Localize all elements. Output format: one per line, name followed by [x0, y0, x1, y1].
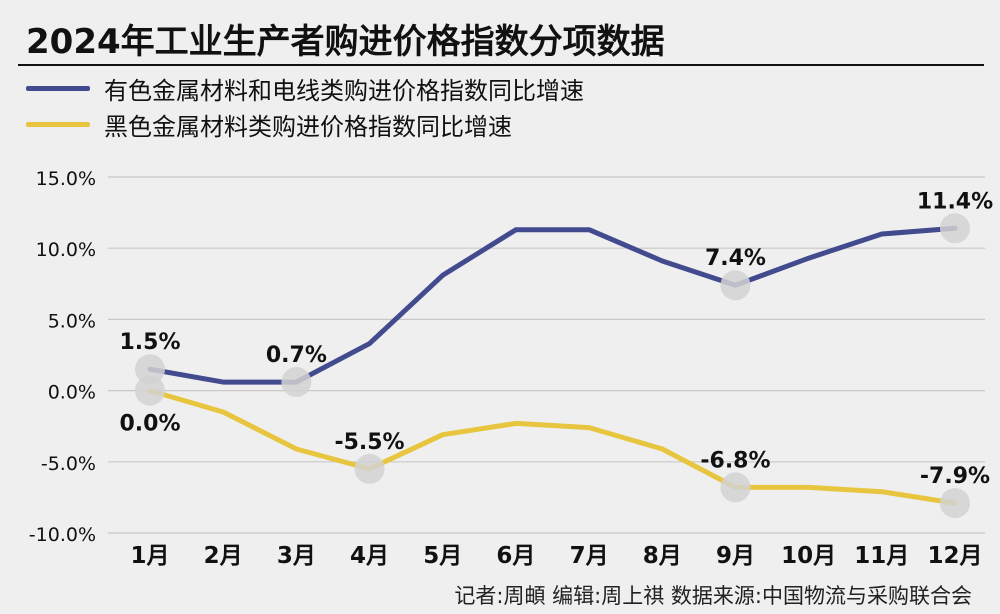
- highlight-marker: [281, 367, 312, 398]
- x-tick-label: 8月: [643, 543, 682, 569]
- x-tick-label: 1月: [130, 543, 169, 569]
- source-credit: 记者:周頔 编辑:周上祺 数据来源:中国物流与采购联合会: [454, 584, 972, 608]
- x-tick-label: 7月: [570, 543, 609, 569]
- x-tick-label: 10月: [781, 543, 836, 569]
- x-tick-label: 9月: [716, 543, 755, 569]
- x-tick-label: 3月: [277, 543, 316, 569]
- data-label: 1.5%: [119, 330, 180, 355]
- y-tick-label: 10.0%: [36, 239, 96, 261]
- data-label: -5.5%: [334, 430, 404, 455]
- highlight-marker: [720, 472, 751, 503]
- legend-item-nonferrous: 有色金属材料和电线类购进价格指数同比增速: [26, 68, 584, 108]
- legend-swatch-ferrous: [26, 121, 90, 127]
- legend-item-ferrous: 黑色金属材料类购进价格指数同比增速: [26, 104, 512, 144]
- data-label: 0.0%: [119, 412, 180, 437]
- data-label: 0.7%: [266, 343, 327, 368]
- highlight-marker: [135, 375, 165, 406]
- x-tick-label: 12月: [927, 543, 982, 569]
- data-label: -7.9%: [920, 464, 990, 489]
- y-tick-label: 15.0%: [36, 168, 96, 190]
- legend-swatch-nonferrous: [26, 85, 90, 91]
- data-label: -6.8%: [700, 448, 770, 473]
- series-line-1: [147, 388, 958, 506]
- x-tick-label: 6月: [496, 543, 535, 569]
- y-axis-ticks: 15.0% 10.0% 5.0% 0.0% -5.0% -10.0%: [29, 168, 96, 546]
- highlight-marker: [135, 354, 165, 385]
- y-tick-label: 5.0%: [48, 310, 96, 332]
- highlight-marker: [354, 453, 385, 484]
- x-tick-label: 2月: [204, 543, 243, 569]
- title-rule: [18, 64, 984, 66]
- y-tick-label: 0.0%: [48, 382, 96, 404]
- legend-label-nonferrous: 有色金属材料和电线类购进价格指数同比增速: [104, 76, 584, 105]
- highlight-markers: [135, 213, 970, 519]
- highlight-marker: [720, 270, 751, 301]
- x-tick-label: 4月: [350, 543, 389, 569]
- y-tick-label: -5.0%: [41, 453, 96, 475]
- legend-label-ferrous: 黑色金属材料类购进价格指数同比增速: [104, 112, 512, 141]
- highlight-marker: [940, 488, 970, 519]
- x-tick-label: 11月: [854, 543, 909, 569]
- chart-title: 2024年工业生产者购进价格指数分项数据: [26, 22, 665, 62]
- data-labels: 1.5% 0.7% 7.4% 11.4% 0.0% -5.5% -6.8% -7.9%: [119, 189, 993, 489]
- data-label: 11.4%: [917, 189, 993, 214]
- highlight-marker: [940, 213, 970, 244]
- x-tick-label: 5月: [423, 543, 462, 569]
- y-tick-label: -10.0%: [29, 524, 96, 546]
- data-label: 7.4%: [705, 246, 766, 271]
- x-axis-ticks: 1月 2月 3月 4月 5月 6月 7月 8月 9月 10月 11月 12月: [130, 543, 982, 569]
